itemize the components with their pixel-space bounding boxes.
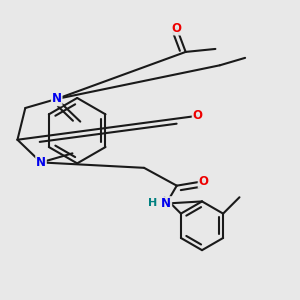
Text: O: O [172,22,182,34]
Text: O: O [199,175,208,188]
Text: H: H [148,199,158,208]
Text: N: N [36,156,46,169]
Text: N: N [52,92,62,105]
Text: O: O [193,109,202,122]
Text: N: N [161,197,171,210]
